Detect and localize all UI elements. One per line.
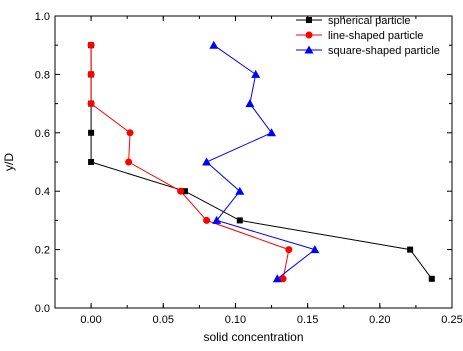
y-axis-label: y/D bbox=[2, 153, 16, 171]
data-point-1 bbox=[87, 100, 95, 108]
y-tick-label: 0.6 bbox=[35, 128, 50, 140]
data-point-1 bbox=[87, 70, 95, 78]
data-point-0 bbox=[407, 246, 414, 253]
data-point-2 bbox=[235, 186, 245, 195]
legend: spherical particle line-shaped particle sq… bbox=[296, 15, 440, 57]
x-tick-label: 0.15 bbox=[297, 314, 318, 326]
series-markers bbox=[87, 40, 435, 283]
data-point-2 bbox=[209, 40, 219, 49]
legend-label-1: line-shaped particle bbox=[328, 30, 423, 42]
y-tick-label: 0.2 bbox=[35, 245, 50, 257]
legend-marker-1 bbox=[305, 31, 313, 39]
data-point-0 bbox=[88, 129, 95, 136]
y-tick-label: 0.4 bbox=[35, 186, 50, 198]
y-tick-label: 0.0 bbox=[35, 303, 50, 315]
data-point-1 bbox=[125, 158, 133, 166]
data-point-0 bbox=[181, 188, 188, 195]
x-tick-label: 0.00 bbox=[80, 314, 101, 326]
x-tick-label: 0.05 bbox=[153, 314, 174, 326]
data-point-1 bbox=[126, 129, 134, 137]
data-point-0 bbox=[236, 217, 243, 224]
data-point-2 bbox=[251, 69, 261, 78]
legend-label-0: spherical particle bbox=[328, 15, 411, 27]
y-tick-label: 0.8 bbox=[35, 69, 50, 81]
data-point-2 bbox=[212, 215, 222, 224]
data-point-2 bbox=[310, 245, 320, 254]
data-point-1 bbox=[87, 41, 95, 49]
data-point-1 bbox=[279, 275, 287, 283]
data-point-2 bbox=[267, 128, 277, 137]
legend-marker-0 bbox=[306, 17, 312, 23]
data-point-0 bbox=[428, 275, 435, 282]
data-point-1 bbox=[177, 187, 185, 195]
data-point-2 bbox=[245, 99, 255, 108]
x-tick-label: 0.20 bbox=[369, 314, 390, 326]
x-tick-label: 0.10 bbox=[225, 314, 246, 326]
axis-ticks: 0.00 0.05 0.10 0.15 0.20 0.25 0.0 0.2 0.4 0.6 0.8 1… bbox=[35, 11, 463, 326]
legend-marker-2 bbox=[304, 45, 314, 54]
x-axis-label: solid concentration bbox=[203, 330, 303, 344]
legend-label-2: square-shaped particle bbox=[328, 45, 440, 57]
data-point-2 bbox=[202, 157, 212, 166]
data-point-1 bbox=[285, 246, 293, 254]
x-tick-label: 0.25 bbox=[441, 314, 462, 326]
data-point-0 bbox=[88, 159, 95, 165]
data-point-2 bbox=[272, 274, 282, 283]
y-tick-label: 1.0 bbox=[35, 11, 50, 23]
data-point-1 bbox=[203, 216, 211, 224]
